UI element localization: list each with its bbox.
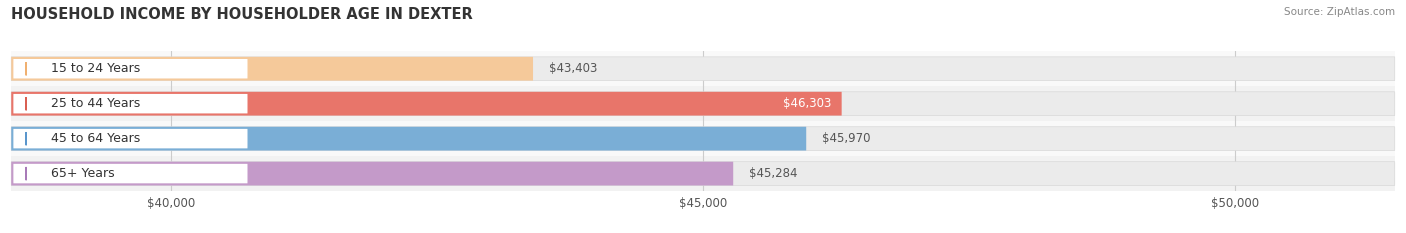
Bar [11, 86, 1395, 121]
FancyBboxPatch shape [11, 127, 806, 151]
FancyBboxPatch shape [11, 92, 1395, 116]
Text: Source: ZipAtlas.com: Source: ZipAtlas.com [1284, 7, 1395, 17]
FancyBboxPatch shape [11, 92, 842, 116]
Text: 45 to 64 Years: 45 to 64 Years [51, 132, 139, 145]
FancyBboxPatch shape [14, 94, 247, 113]
Text: $45,970: $45,970 [823, 132, 870, 145]
FancyBboxPatch shape [14, 59, 247, 79]
FancyBboxPatch shape [11, 127, 1395, 151]
Text: HOUSEHOLD INCOME BY HOUSEHOLDER AGE IN DEXTER: HOUSEHOLD INCOME BY HOUSEHOLDER AGE IN D… [11, 7, 472, 22]
Text: $43,403: $43,403 [548, 62, 598, 75]
FancyBboxPatch shape [11, 162, 733, 185]
FancyBboxPatch shape [11, 57, 533, 81]
FancyBboxPatch shape [11, 162, 1395, 185]
FancyBboxPatch shape [14, 164, 247, 183]
Bar [11, 121, 1395, 156]
FancyBboxPatch shape [11, 57, 1395, 81]
Bar [11, 51, 1395, 86]
Text: $46,303: $46,303 [783, 97, 831, 110]
Text: 65+ Years: 65+ Years [51, 167, 114, 180]
Text: 15 to 24 Years: 15 to 24 Years [51, 62, 139, 75]
FancyBboxPatch shape [14, 129, 247, 148]
Text: $45,284: $45,284 [749, 167, 797, 180]
Text: 25 to 44 Years: 25 to 44 Years [51, 97, 139, 110]
Bar [11, 156, 1395, 191]
